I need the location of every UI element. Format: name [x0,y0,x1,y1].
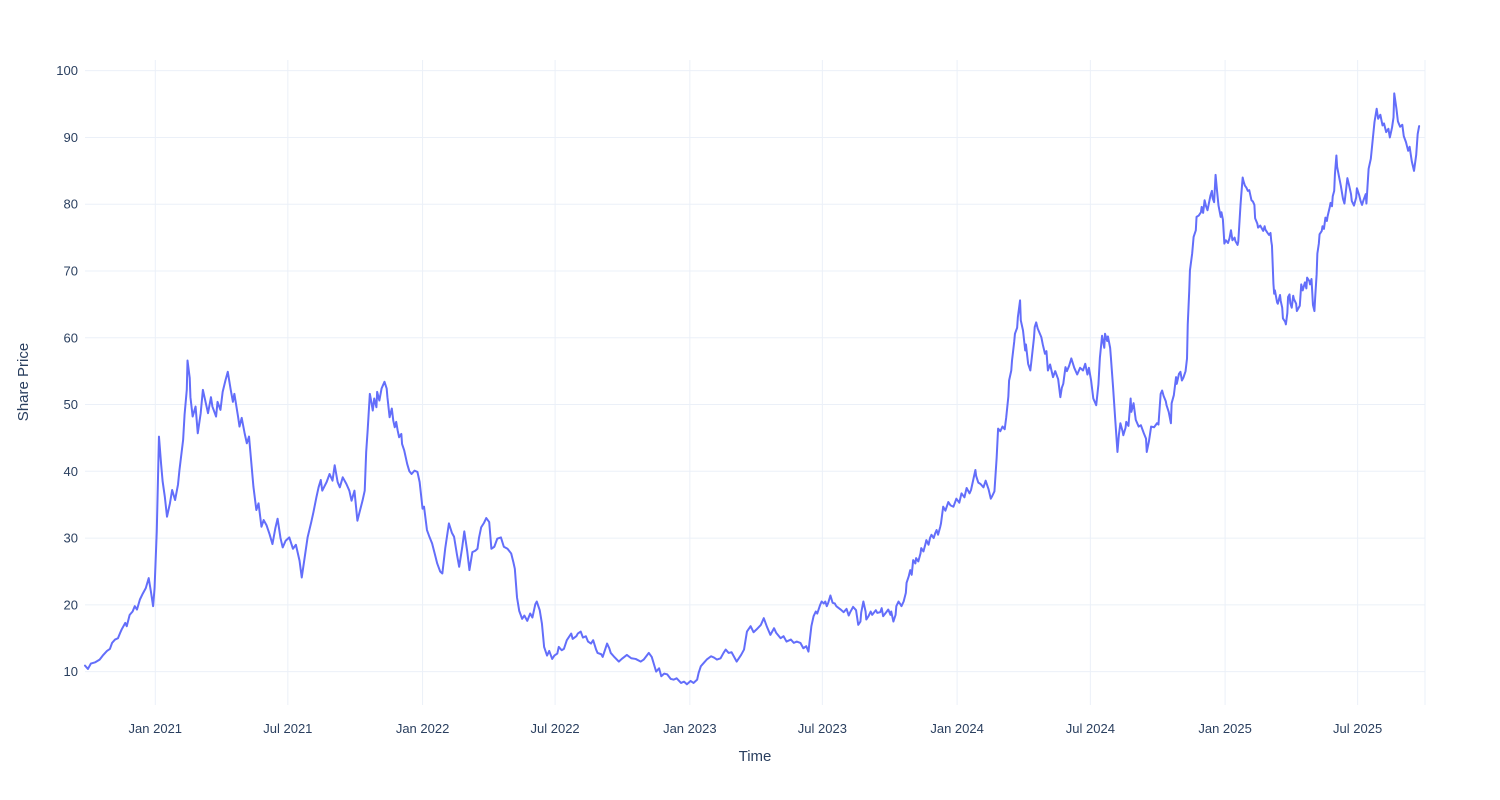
y-tick-label: 70 [64,263,78,278]
y-axis-tick-labels: 10 20 30 40 50 60 70 80 90 100 [56,63,78,679]
x-axis-tick-labels: Jan 2021 Jul 2021 Jan 2022 Jul 2022 Jan 2023… [129,721,1383,736]
x-tick-label: Jul 2025 [1333,721,1382,736]
y-tick-label: 30 [64,531,78,546]
price-line[interactable] [84,92,1421,686]
x-tick-label: Jan 2023 [663,721,717,736]
x-tick-label: Jan 2022 [396,721,450,736]
y-tick-label: 50 [64,397,78,412]
plot-area[interactable] [85,60,1425,705]
y-tick-label: 90 [64,130,78,145]
x-tick-label: Jul 2021 [263,721,312,736]
x-tick-label: Jul 2024 [1066,721,1115,736]
y-tick-label: 40 [64,464,78,479]
y-tick-label: 80 [64,197,78,212]
x-tick-label: Jul 2023 [798,721,847,736]
x-axis-title: Time [739,748,772,765]
x-tick-label: Jan 2024 [930,721,984,736]
x-tick-label: Jan 2025 [1198,721,1252,736]
y-tick-label: 10 [64,664,78,679]
y-tick-label: 60 [64,330,78,345]
x-tick-label: Jul 2022 [531,721,580,736]
y-axis-title: Share Price [15,343,32,421]
y-tick-label: 100 [56,63,78,78]
price-line-series-group [84,92,1421,686]
x-tick-label: Jan 2021 [129,721,183,736]
y-tick-label: 20 [64,597,78,612]
